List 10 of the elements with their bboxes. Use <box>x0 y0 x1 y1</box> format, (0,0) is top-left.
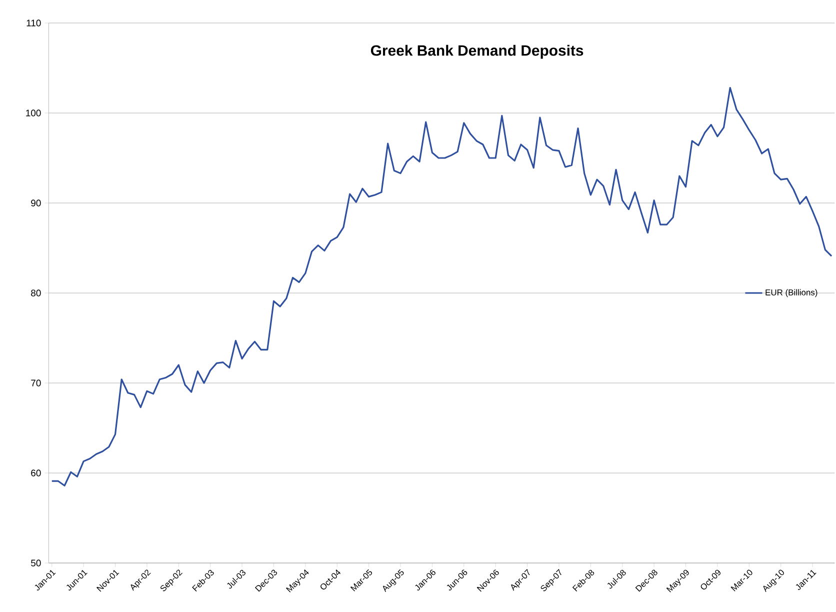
y-tick-label: 50 <box>31 560 41 566</box>
legend-label: EUR (Billions) <box>766 289 818 298</box>
y-tick-label: 110 <box>26 20 41 26</box>
y-tick-label: 70 <box>31 380 41 386</box>
y-tick-label: 60 <box>31 470 41 476</box>
line-series <box>51 86 832 486</box>
y-tick-label: 90 <box>31 200 41 206</box>
y-tick-label: 100 <box>26 110 41 116</box>
text: Greek Bank Demand Deposits <box>370 44 584 59</box>
y-tick-label: 80 <box>31 290 41 296</box>
